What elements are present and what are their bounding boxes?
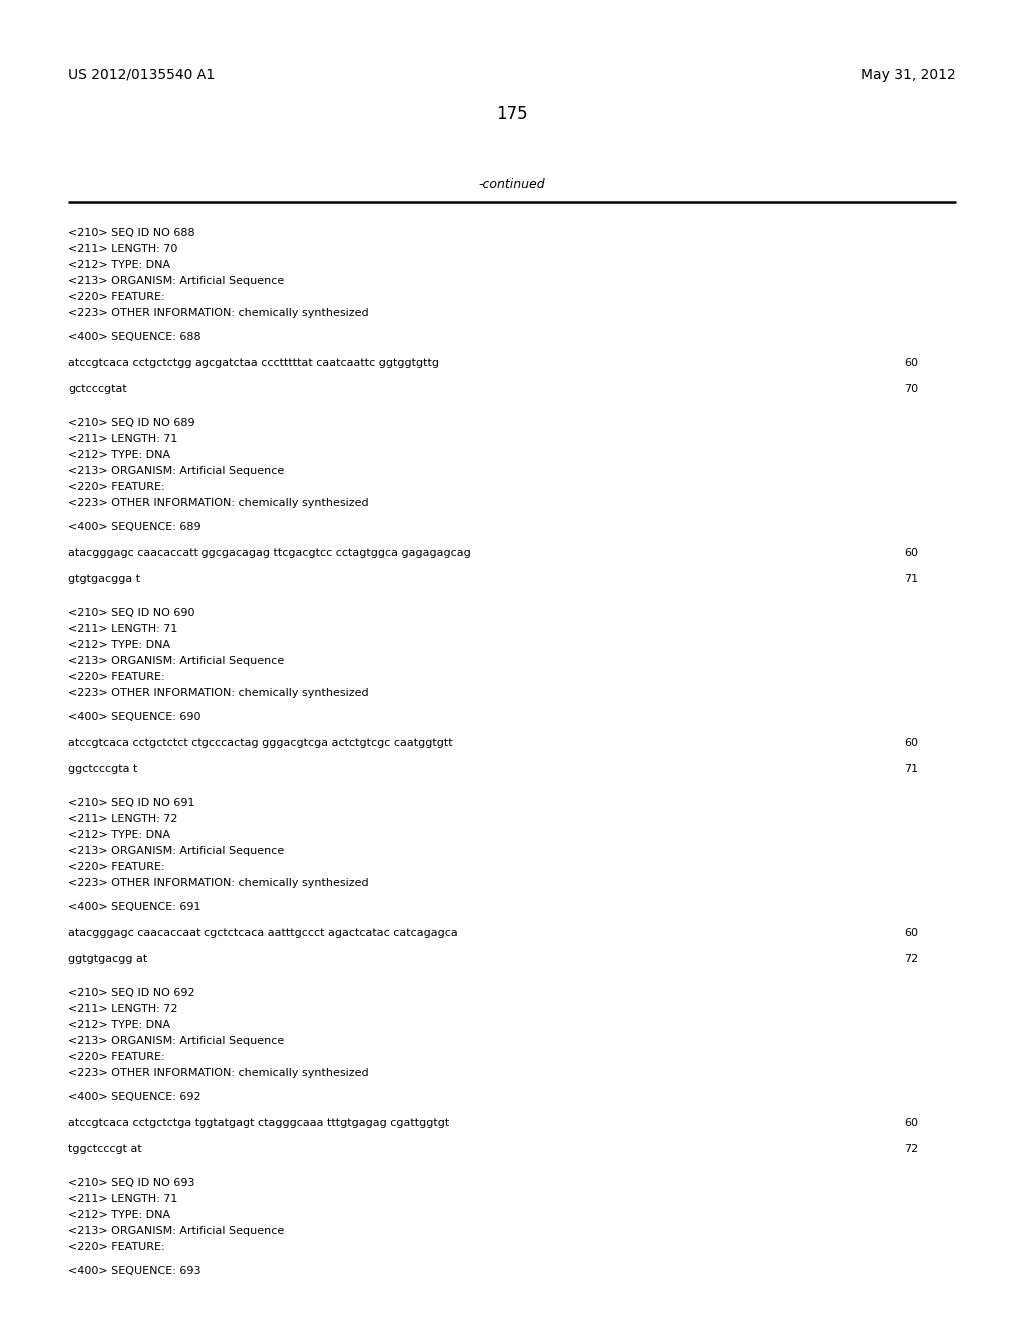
Text: <213> ORGANISM: Artificial Sequence: <213> ORGANISM: Artificial Sequence <box>68 1036 285 1045</box>
Text: atccgtcaca cctgctctgg agcgatctaa ccctttttat caatcaattc ggtggtgttg: atccgtcaca cctgctctgg agcgatctaa ccctttt… <box>68 358 439 368</box>
Text: <223> OTHER INFORMATION: chemically synthesized: <223> OTHER INFORMATION: chemically synt… <box>68 308 369 318</box>
Text: <220> FEATURE:: <220> FEATURE: <box>68 482 165 492</box>
Text: <223> OTHER INFORMATION: chemically synthesized: <223> OTHER INFORMATION: chemically synt… <box>68 498 369 508</box>
Text: US 2012/0135540 A1: US 2012/0135540 A1 <box>68 69 215 82</box>
Text: <212> TYPE: DNA: <212> TYPE: DNA <box>68 1210 170 1220</box>
Text: May 31, 2012: May 31, 2012 <box>861 69 956 82</box>
Text: <223> OTHER INFORMATION: chemically synthesized: <223> OTHER INFORMATION: chemically synt… <box>68 878 369 888</box>
Text: <400> SEQUENCE: 690: <400> SEQUENCE: 690 <box>68 711 201 722</box>
Text: <400> SEQUENCE: 693: <400> SEQUENCE: 693 <box>68 1266 201 1276</box>
Text: <212> TYPE: DNA: <212> TYPE: DNA <box>68 450 170 459</box>
Text: -continued: -continued <box>478 178 546 191</box>
Text: <211> LENGTH: 72: <211> LENGTH: 72 <box>68 1005 177 1014</box>
Text: ggctcccgta t: ggctcccgta t <box>68 764 137 774</box>
Text: <211> LENGTH: 71: <211> LENGTH: 71 <box>68 1195 177 1204</box>
Text: <220> FEATURE:: <220> FEATURE: <box>68 292 165 302</box>
Text: 60: 60 <box>904 738 918 748</box>
Text: <211> LENGTH: 71: <211> LENGTH: 71 <box>68 624 177 634</box>
Text: gtgtgacgga t: gtgtgacgga t <box>68 574 140 583</box>
Text: 71: 71 <box>904 764 919 774</box>
Text: atccgtcaca cctgctctga tggtatgagt ctagggcaaa tttgtgagag cgattggtgt: atccgtcaca cctgctctga tggtatgagt ctagggc… <box>68 1118 450 1129</box>
Text: atccgtcaca cctgctctct ctgcccactag gggacgtcga actctgtcgc caatggtgtt: atccgtcaca cctgctctct ctgcccactag gggacg… <box>68 738 453 748</box>
Text: <211> LENGTH: 70: <211> LENGTH: 70 <box>68 244 177 253</box>
Text: 71: 71 <box>904 574 919 583</box>
Text: 60: 60 <box>904 358 918 368</box>
Text: <223> OTHER INFORMATION: chemically synthesized: <223> OTHER INFORMATION: chemically synt… <box>68 688 369 698</box>
Text: <212> TYPE: DNA: <212> TYPE: DNA <box>68 1020 170 1030</box>
Text: 72: 72 <box>904 954 919 964</box>
Text: <213> ORGANISM: Artificial Sequence: <213> ORGANISM: Artificial Sequence <box>68 466 285 477</box>
Text: <220> FEATURE:: <220> FEATURE: <box>68 862 165 873</box>
Text: <220> FEATURE:: <220> FEATURE: <box>68 1242 165 1251</box>
Text: <210> SEQ ID NO 692: <210> SEQ ID NO 692 <box>68 987 195 998</box>
Text: 175: 175 <box>497 106 527 123</box>
Text: <400> SEQUENCE: 689: <400> SEQUENCE: 689 <box>68 521 201 532</box>
Text: <210> SEQ ID NO 690: <210> SEQ ID NO 690 <box>68 609 195 618</box>
Text: <220> FEATURE:: <220> FEATURE: <box>68 1052 165 1063</box>
Text: <212> TYPE: DNA: <212> TYPE: DNA <box>68 260 170 271</box>
Text: <212> TYPE: DNA: <212> TYPE: DNA <box>68 830 170 840</box>
Text: <210> SEQ ID NO 693: <210> SEQ ID NO 693 <box>68 1177 195 1188</box>
Text: <220> FEATURE:: <220> FEATURE: <box>68 672 165 682</box>
Text: <210> SEQ ID NO 691: <210> SEQ ID NO 691 <box>68 799 195 808</box>
Text: gctcccgtat: gctcccgtat <box>68 384 127 393</box>
Text: <213> ORGANISM: Artificial Sequence: <213> ORGANISM: Artificial Sequence <box>68 656 285 667</box>
Text: 60: 60 <box>904 1118 918 1129</box>
Text: <210> SEQ ID NO 688: <210> SEQ ID NO 688 <box>68 228 195 238</box>
Text: 72: 72 <box>904 1144 919 1154</box>
Text: tggctcccgt at: tggctcccgt at <box>68 1144 141 1154</box>
Text: <210> SEQ ID NO 689: <210> SEQ ID NO 689 <box>68 418 195 428</box>
Text: <213> ORGANISM: Artificial Sequence: <213> ORGANISM: Artificial Sequence <box>68 276 285 286</box>
Text: <400> SEQUENCE: 691: <400> SEQUENCE: 691 <box>68 902 201 912</box>
Text: <213> ORGANISM: Artificial Sequence: <213> ORGANISM: Artificial Sequence <box>68 1226 285 1236</box>
Text: <223> OTHER INFORMATION: chemically synthesized: <223> OTHER INFORMATION: chemically synt… <box>68 1068 369 1078</box>
Text: <212> TYPE: DNA: <212> TYPE: DNA <box>68 640 170 649</box>
Text: 70: 70 <box>904 384 919 393</box>
Text: ggtgtgacgg at: ggtgtgacgg at <box>68 954 147 964</box>
Text: <211> LENGTH: 72: <211> LENGTH: 72 <box>68 814 177 824</box>
Text: <400> SEQUENCE: 692: <400> SEQUENCE: 692 <box>68 1092 201 1102</box>
Text: 60: 60 <box>904 928 918 939</box>
Text: <400> SEQUENCE: 688: <400> SEQUENCE: 688 <box>68 333 201 342</box>
Text: <213> ORGANISM: Artificial Sequence: <213> ORGANISM: Artificial Sequence <box>68 846 285 855</box>
Text: atacgggagc caacaccaat cgctctcaca aatttgccct agactcatac catcagagca: atacgggagc caacaccaat cgctctcaca aatttgc… <box>68 928 458 939</box>
Text: 60: 60 <box>904 548 918 558</box>
Text: <211> LENGTH: 71: <211> LENGTH: 71 <box>68 434 177 444</box>
Text: atacgggagc caacaccatt ggcgacagag ttcgacgtcc cctagtggca gagagagcag: atacgggagc caacaccatt ggcgacagag ttcgacg… <box>68 548 471 558</box>
